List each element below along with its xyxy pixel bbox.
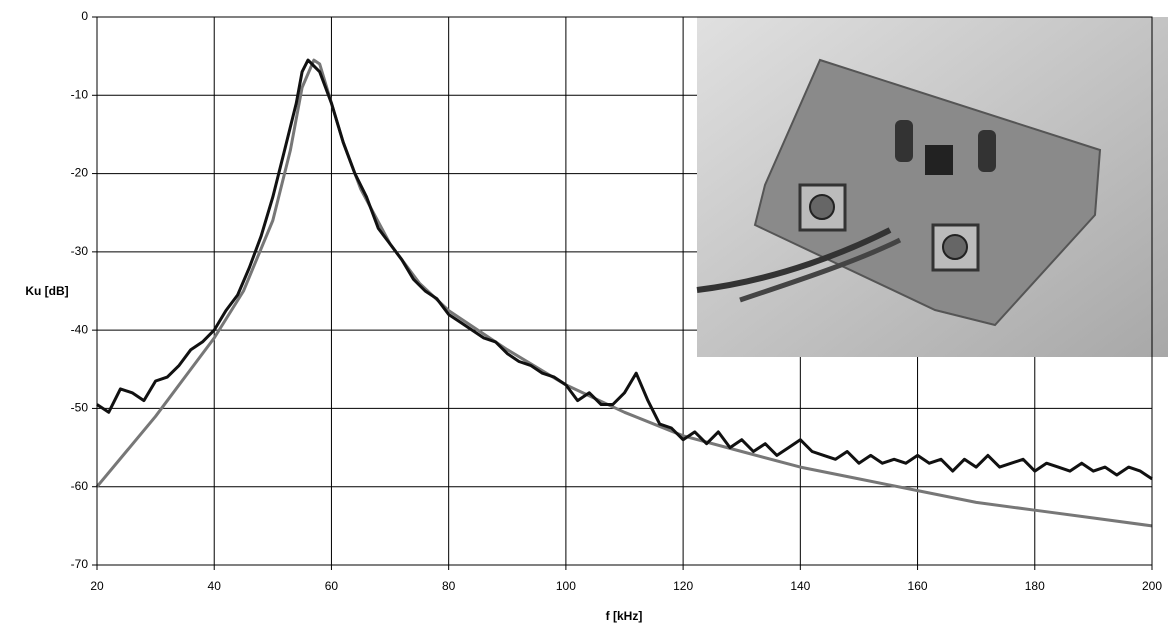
x-tick-label: 160: [908, 579, 928, 593]
y-axis-title: Ku [dB]: [25, 284, 68, 298]
x-tick-label: 60: [325, 579, 339, 593]
x-tick-label: 180: [1025, 579, 1045, 593]
y-tick-label: -10: [71, 87, 89, 101]
y-tick-label: 0: [81, 9, 88, 23]
x-tick-label: 20: [90, 579, 104, 593]
x-tick-label: 200: [1142, 579, 1162, 593]
photo-inset: [696, 17, 1168, 357]
y-tick-label: -70: [71, 557, 89, 571]
x-tick-label: 40: [208, 579, 222, 593]
plot-frame: [96, 16, 1153, 566]
lines: [95, 58, 1153, 528]
x-tick-label: 120: [673, 579, 693, 593]
x-tick-label: 140: [790, 579, 810, 593]
y-tick-label: -30: [71, 244, 89, 258]
y-tick-label: -60: [71, 479, 89, 493]
y-tick-label: -50: [71, 401, 89, 415]
series-line: [96, 58, 1153, 481]
x-tick-label: 80: [442, 579, 456, 593]
y-tick-label: -40: [71, 322, 89, 336]
y-tick-label: -20: [71, 166, 89, 180]
x-tick-label: 100: [556, 579, 576, 593]
x-axis-title: f [kHz]: [606, 609, 643, 623]
